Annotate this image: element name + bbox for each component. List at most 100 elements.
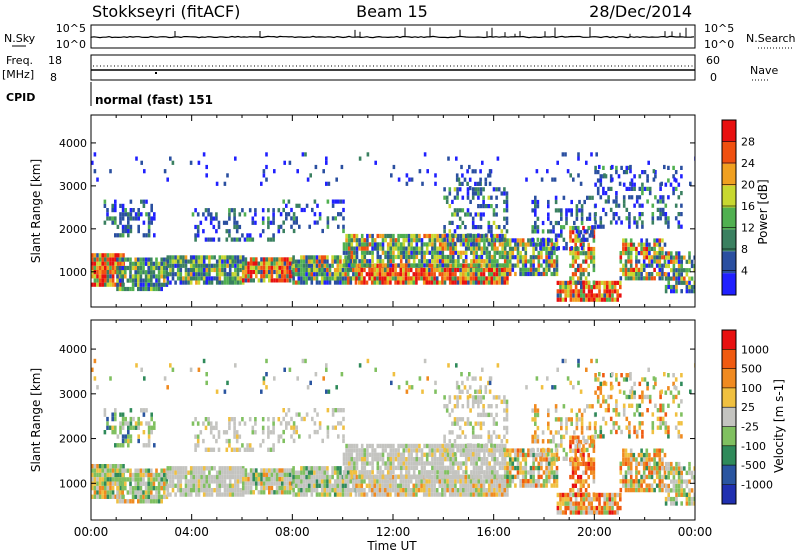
power-cell bbox=[228, 229, 231, 233]
power-cell bbox=[467, 272, 470, 276]
power-cell bbox=[292, 255, 295, 259]
velocity-cell bbox=[381, 488, 384, 492]
velocity-cell bbox=[462, 453, 465, 457]
power-cell bbox=[298, 260, 301, 264]
velocity-cell bbox=[551, 483, 554, 487]
power-cell bbox=[147, 270, 150, 274]
power-cell bbox=[545, 247, 548, 251]
velocity-cell bbox=[483, 448, 486, 452]
power-cell bbox=[493, 187, 496, 191]
power-cell bbox=[407, 272, 410, 276]
power-cell bbox=[298, 225, 301, 229]
power-cell bbox=[145, 200, 148, 204]
velocity-cell bbox=[506, 488, 509, 492]
power-cell bbox=[250, 257, 253, 261]
velocity-cell bbox=[405, 475, 408, 479]
velocity-cell bbox=[281, 468, 284, 472]
power-cell bbox=[316, 264, 319, 268]
power-cell bbox=[540, 272, 543, 276]
velocity-cell bbox=[311, 488, 314, 492]
velocity-cell bbox=[609, 502, 612, 506]
power-cell bbox=[535, 247, 538, 251]
velocity-cell bbox=[224, 479, 227, 483]
velocity-cell bbox=[101, 464, 104, 468]
power-cell bbox=[190, 281, 193, 285]
velocity-cell bbox=[392, 448, 395, 452]
velocity-cell bbox=[140, 477, 143, 481]
power-cell bbox=[270, 238, 273, 242]
velocity-cell bbox=[553, 479, 556, 483]
velocity-cell bbox=[236, 435, 239, 439]
power-cell bbox=[473, 259, 476, 263]
power-cell bbox=[111, 208, 114, 212]
velocity-cell bbox=[99, 486, 102, 490]
power-cell bbox=[659, 216, 662, 220]
power-cell bbox=[306, 204, 309, 208]
velocity-cell bbox=[410, 444, 413, 448]
power-cell bbox=[601, 298, 604, 302]
power-cell bbox=[172, 255, 175, 259]
power-cell bbox=[137, 266, 140, 270]
power-cell bbox=[180, 260, 183, 264]
power-cell bbox=[596, 281, 599, 285]
power-cell bbox=[143, 221, 146, 225]
power-cell bbox=[594, 170, 597, 174]
velocity-cell bbox=[535, 457, 538, 461]
power-cell bbox=[465, 264, 468, 268]
power-cell bbox=[457, 259, 460, 263]
power-cell bbox=[342, 268, 345, 272]
power-cell bbox=[358, 268, 361, 272]
power-cell bbox=[480, 272, 483, 276]
power-cell bbox=[345, 238, 348, 242]
power-cell bbox=[560, 229, 563, 233]
velocity-cell bbox=[483, 479, 486, 483]
power-cell bbox=[639, 204, 642, 208]
velocity-cell bbox=[504, 470, 507, 474]
power-cell bbox=[206, 264, 209, 268]
velocity-cell bbox=[572, 510, 575, 514]
power-cell bbox=[481, 238, 484, 242]
power-cell bbox=[342, 225, 345, 229]
power-cell bbox=[205, 165, 208, 169]
power-cell bbox=[295, 272, 298, 276]
power-cell bbox=[348, 247, 351, 251]
velocity-cell bbox=[119, 443, 122, 447]
velocity-cell bbox=[465, 492, 468, 496]
power-cell bbox=[332, 204, 335, 208]
velocity-cell bbox=[625, 484, 628, 488]
velocity-cell bbox=[99, 495, 102, 499]
velocity-cell bbox=[155, 495, 158, 499]
power-cell bbox=[286, 274, 289, 278]
power-cell bbox=[344, 272, 347, 276]
power-cell bbox=[659, 243, 662, 247]
velocity-cell bbox=[206, 484, 209, 488]
power-cell bbox=[688, 260, 691, 264]
velocity-cell bbox=[408, 461, 411, 465]
velocity-cell bbox=[540, 483, 543, 487]
velocity-cell bbox=[129, 486, 132, 490]
power-cell bbox=[675, 285, 678, 289]
velocity-cell bbox=[213, 479, 216, 483]
velocity-cell bbox=[603, 502, 606, 506]
velocity-cell bbox=[416, 448, 419, 452]
velocity-cell bbox=[247, 490, 250, 494]
velocity-cell bbox=[444, 453, 447, 457]
velocity-cell bbox=[673, 497, 676, 501]
velocity-cell bbox=[137, 499, 140, 503]
velocity-cell bbox=[228, 443, 231, 447]
power-cell bbox=[305, 264, 308, 268]
power-cell bbox=[319, 216, 322, 220]
power-cell bbox=[135, 157, 138, 161]
velocity-cell bbox=[387, 466, 390, 470]
velocity-cell bbox=[527, 479, 530, 483]
site-title: Stokkseyri (fitACF) bbox=[92, 2, 240, 21]
power-cell bbox=[193, 268, 196, 272]
velocity-cell bbox=[324, 484, 327, 488]
velocity-cell bbox=[163, 486, 166, 490]
power-cell bbox=[101, 257, 104, 261]
power-cell bbox=[395, 263, 398, 267]
power-cell bbox=[150, 274, 153, 278]
power-cell bbox=[104, 262, 107, 266]
power-cell bbox=[667, 260, 670, 264]
power-cell bbox=[675, 289, 678, 293]
